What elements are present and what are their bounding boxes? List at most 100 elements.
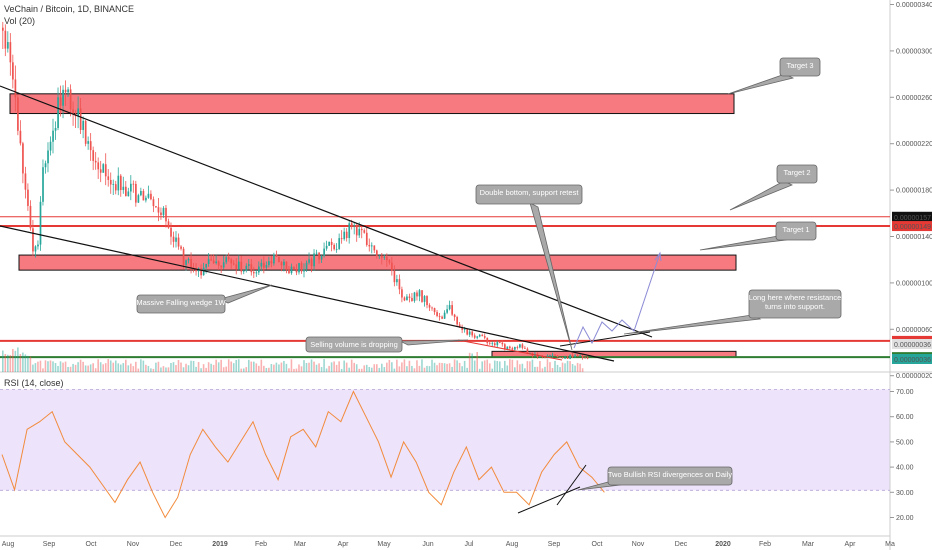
time-tick-label: Feb bbox=[255, 541, 267, 548]
candle-body bbox=[12, 62, 14, 80]
volume-bar bbox=[579, 363, 581, 372]
volume-bar bbox=[486, 359, 489, 372]
candle-body bbox=[393, 270, 396, 283]
candle-body bbox=[416, 292, 418, 297]
candle-body bbox=[117, 175, 120, 191]
volume-bar bbox=[564, 363, 566, 372]
candle-body bbox=[554, 354, 556, 356]
volume-bar bbox=[97, 359, 99, 372]
volume-bar bbox=[303, 360, 305, 372]
long-here-callout-text: Long here where resistance bbox=[749, 293, 842, 302]
candle-body bbox=[498, 342, 501, 343]
candle-body bbox=[245, 265, 248, 271]
volume-bar bbox=[192, 360, 195, 372]
candle-body bbox=[247, 264, 250, 266]
time-tick-label: Sep bbox=[43, 541, 56, 548]
candle-body bbox=[150, 193, 152, 200]
time-tick-label: 2020 bbox=[715, 541, 731, 548]
candle-body bbox=[461, 326, 464, 330]
volume-bar bbox=[217, 362, 220, 372]
volume-bar bbox=[165, 367, 167, 372]
candle-body bbox=[130, 183, 132, 192]
volume-bar bbox=[541, 368, 544, 372]
volume-bar bbox=[368, 367, 371, 372]
rsi-divergence-callout bbox=[607, 466, 733, 486]
candle-body bbox=[205, 263, 208, 268]
volume-bar bbox=[142, 360, 145, 372]
price-extra-badge bbox=[892, 339, 932, 349]
candle-body bbox=[360, 228, 363, 231]
volume-bar bbox=[202, 364, 205, 372]
volume-bar bbox=[17, 347, 19, 372]
volume-bar bbox=[461, 366, 463, 372]
candle-body bbox=[476, 336, 479, 338]
candle-body bbox=[190, 259, 192, 268]
volume-bar bbox=[426, 365, 428, 372]
volume-bar bbox=[360, 368, 363, 372]
candle-body bbox=[280, 262, 283, 266]
candle-body bbox=[483, 336, 486, 338]
volume-bar bbox=[574, 365, 576, 372]
volume-bar bbox=[458, 362, 461, 372]
volume-bar bbox=[160, 367, 162, 372]
candle-body bbox=[431, 307, 433, 309]
candle-body bbox=[94, 160, 97, 163]
volume-bar bbox=[89, 364, 92, 372]
volume-bar bbox=[418, 365, 421, 372]
volume-bar bbox=[27, 355, 29, 372]
rsi-tick-label: 60.00 bbox=[896, 414, 914, 421]
candle-body bbox=[79, 108, 82, 130]
volume-bar bbox=[396, 359, 398, 372]
candle-body bbox=[353, 225, 356, 227]
candle-body bbox=[24, 173, 27, 190]
volume-bar bbox=[436, 365, 438, 372]
volume-bar bbox=[29, 356, 32, 372]
candle-body bbox=[107, 176, 110, 180]
volume-bar bbox=[140, 359, 142, 372]
volume-bar bbox=[488, 363, 491, 372]
volume-bar bbox=[104, 363, 107, 372]
volume-bar bbox=[386, 362, 388, 372]
candle-body bbox=[308, 259, 310, 263]
price-tick-label: 0.00000020 bbox=[896, 373, 932, 380]
volume-bar bbox=[175, 365, 177, 372]
candle-body bbox=[350, 223, 353, 227]
volume-bar bbox=[504, 360, 506, 372]
candle-body bbox=[564, 357, 566, 359]
candle-body bbox=[255, 272, 258, 274]
volume-bar bbox=[536, 366, 539, 372]
rsi-divergence-line-1 bbox=[517, 486, 581, 514]
selling-volume-callout-text: Selling volume is dropping bbox=[310, 340, 398, 349]
double-bottom-callout bbox=[475, 184, 583, 205]
rsi-band bbox=[0, 389, 890, 491]
volume-bar bbox=[32, 364, 34, 372]
candle-body bbox=[104, 164, 107, 177]
volume-bar bbox=[561, 362, 564, 372]
volume-bar bbox=[398, 366, 401, 372]
candle-body bbox=[514, 347, 516, 350]
volume-bar bbox=[534, 366, 536, 372]
volume-bar bbox=[413, 368, 416, 372]
volume-bar bbox=[345, 362, 348, 372]
candle-body bbox=[182, 248, 185, 265]
volume-bar bbox=[288, 368, 290, 372]
volume-bar bbox=[245, 367, 248, 372]
candle-body bbox=[293, 266, 295, 270]
candle-body bbox=[418, 290, 421, 297]
time-tick-label: Sep bbox=[548, 541, 561, 548]
candle-body bbox=[42, 167, 44, 202]
rsi-tick-label: 30.00 bbox=[896, 490, 914, 497]
candle-body bbox=[421, 290, 423, 302]
candle-body bbox=[345, 231, 348, 239]
candle-body bbox=[250, 264, 253, 273]
candle-body bbox=[185, 260, 187, 265]
volume-bar bbox=[147, 365, 150, 372]
candle-body bbox=[335, 248, 338, 250]
candle-body bbox=[481, 334, 484, 337]
volume-bar bbox=[2, 350, 4, 372]
candle-body bbox=[396, 279, 398, 283]
candle-body bbox=[571, 355, 574, 358]
volume-bar bbox=[44, 360, 47, 372]
candle-body bbox=[426, 296, 428, 306]
volume-bar bbox=[212, 364, 215, 372]
